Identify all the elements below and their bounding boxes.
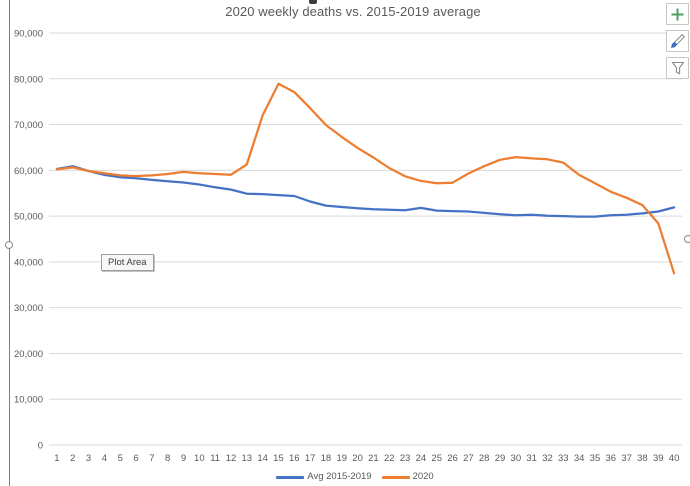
x-axis-tick-label: 39 <box>653 453 664 464</box>
plot-area-tooltip-label: Plot Area <box>108 257 147 268</box>
x-axis-tick-label: 8 <box>165 453 170 464</box>
x-axis-tick-label: 18 <box>321 453 332 464</box>
x-axis-tick-label: 24 <box>416 453 427 464</box>
chart-legend: Avg 2015-2019 2020 <box>20 469 690 485</box>
x-axis-tick-label: 28 <box>479 453 490 464</box>
x-axis-tick-label: 3 <box>86 453 91 464</box>
x-axis-tick-label: 10 <box>194 453 205 464</box>
chart-styles-button[interactable] <box>666 30 689 52</box>
y-axis-tick-label: 80,000 <box>14 74 43 85</box>
x-axis-tick-label: 13 <box>242 453 253 464</box>
x-axis-tick-label: 35 <box>590 453 601 464</box>
x-axis-tick-label: 40 <box>669 453 680 464</box>
x-axis-tick-label: 25 <box>431 453 442 464</box>
x-axis-tick-label: 15 <box>273 453 284 464</box>
x-axis-tick-label: 7 <box>149 453 154 464</box>
legend-label-avg-2015-2019: Avg 2015-2019 <box>307 471 372 483</box>
y-axis-tick-label: 70,000 <box>14 120 43 131</box>
series-line-avg-2015-2019[interactable] <box>55 165 676 218</box>
x-axis-tick-label: 37 <box>621 453 632 464</box>
legend-label-2020: 2020 <box>412 471 434 483</box>
paintbrush-icon <box>670 33 685 48</box>
chart-filters-button[interactable] <box>666 57 689 79</box>
y-axis-tick-label: 0 <box>38 441 43 452</box>
x-axis-tick-label: 21 <box>368 453 379 464</box>
x-axis-tick-label: 2 <box>70 453 75 464</box>
x-axis-tick-label: 6 <box>133 453 138 464</box>
x-axis-tick-label: 30 <box>511 453 522 464</box>
x-axis-tick-label: 19 <box>336 453 347 464</box>
y-axis-tick-label: 10,000 <box>14 395 43 406</box>
y-axis-tick-label: 60,000 <box>14 166 43 177</box>
x-axis-tick-label: 23 <box>400 453 411 464</box>
x-axis-tick-label: 9 <box>181 453 186 464</box>
x-axis-tick-label: 5 <box>118 453 123 464</box>
x-axis-tick-label: 12 <box>226 453 237 464</box>
x-axis-tick-label: 20 <box>352 453 363 464</box>
y-axis-tick-label: 40,000 <box>14 257 43 268</box>
chart-side-buttons <box>666 3 689 79</box>
x-axis-tick-label: 27 <box>463 453 474 464</box>
x-axis-tick-label: 1 <box>54 453 59 464</box>
plot-area-tooltip: Plot Area <box>101 254 154 271</box>
x-axis-tick-label: 38 <box>637 453 648 464</box>
x-axis-tick-label: 32 <box>542 453 553 464</box>
chart-title[interactable]: 2020 weekly deaths vs. 2015-2019 average <box>225 4 481 19</box>
x-axis-tick-label: 31 <box>526 453 537 464</box>
legend-swatch-avg-2015-2019 <box>276 475 305 479</box>
x-axis-tick-label: 29 <box>495 453 506 464</box>
chart-elements-button[interactable] <box>666 3 689 25</box>
cropped-text-fragment <box>309 0 317 4</box>
selection-handle-right[interactable] <box>684 235 690 243</box>
x-axis-tick-label: 22 <box>384 453 395 464</box>
x-axis-tick-label: 14 <box>257 453 268 464</box>
x-axis-tick-label: 17 <box>305 453 316 464</box>
y-axis-tick-label: 50,000 <box>14 212 43 223</box>
x-axis-tick-label: 34 <box>574 453 585 464</box>
x-axis-tick-label: 33 <box>558 453 569 464</box>
x-axis-tick-label: 36 <box>605 453 616 464</box>
x-axis-tick-label: 11 <box>210 453 220 464</box>
selection-handle-left[interactable] <box>5 241 13 249</box>
funnel-icon <box>671 61 684 75</box>
legend-item-avg-2015-2019[interactable]: Avg 2015-2019 <box>276 471 372 483</box>
series-line-2020[interactable] <box>55 82 676 275</box>
x-axis-tick-label: 4 <box>102 453 107 464</box>
legend-swatch-2020 <box>381 475 410 479</box>
plus-icon <box>671 8 684 20</box>
x-axis-tick-label: 16 <box>289 453 300 464</box>
legend-item-2020[interactable]: 2020 <box>381 471 434 483</box>
y-axis-tick-label: 20,000 <box>14 349 43 360</box>
y-axis-tick-label: 30,000 <box>14 303 43 314</box>
x-axis-tick-label: 26 <box>447 453 458 464</box>
y-axis-tick-label: 90,000 <box>14 29 43 40</box>
